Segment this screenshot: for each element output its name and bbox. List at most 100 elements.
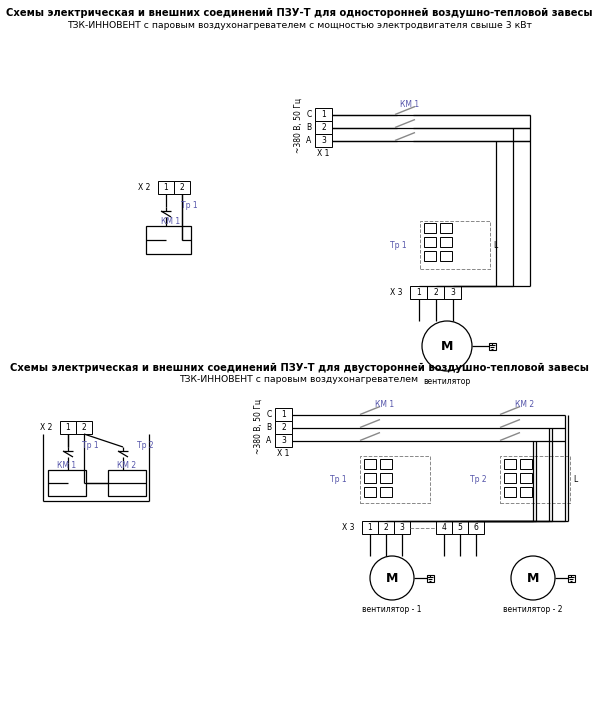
- Text: 3: 3: [281, 436, 286, 445]
- Circle shape: [370, 556, 414, 600]
- Text: вентилятор: вентилятор: [423, 377, 471, 385]
- Text: КМ 1: КМ 1: [401, 100, 420, 109]
- Text: Тр 2: Тр 2: [469, 475, 486, 484]
- Text: 1: 1: [416, 288, 421, 297]
- Text: В: В: [306, 123, 312, 132]
- Text: 4: 4: [441, 523, 447, 532]
- Text: Схемы электрическая и внешних соединений ПЗУ-Т для двусторонней воздушно-теплово: Схемы электрическая и внешних соединений…: [10, 363, 588, 373]
- Text: М: М: [441, 339, 453, 352]
- Bar: [394, 521, 410, 534]
- Bar: [427, 286, 444, 299]
- Bar: [275, 421, 292, 434]
- Text: вентилятор - 1: вентилятор - 1: [362, 606, 422, 614]
- Bar: [158, 181, 174, 194]
- Text: 2: 2: [384, 523, 388, 532]
- Bar: [48, 470, 86, 496]
- Bar: [520, 487, 532, 497]
- Text: 2: 2: [81, 423, 86, 432]
- Text: ТЗК-ИННОВЕНТ с паровым воздухонагревателем: ТЗК-ИННОВЕНТ с паровым воздухонагревател…: [179, 375, 419, 384]
- Text: 3: 3: [450, 288, 455, 297]
- Bar: [444, 286, 461, 299]
- Bar: [364, 459, 376, 469]
- Text: 5: 5: [457, 523, 462, 532]
- Bar: [504, 473, 516, 483]
- Text: X 3: X 3: [341, 523, 354, 532]
- Text: X 1: X 1: [318, 148, 329, 158]
- Bar: [520, 459, 532, 469]
- Text: 1: 1: [66, 423, 71, 432]
- Bar: [440, 223, 452, 233]
- Bar: [315, 134, 332, 147]
- Text: Тр 1: Тр 1: [82, 440, 99, 450]
- Text: ~380 В, 50 Гц: ~380 В, 50 Гц: [254, 398, 263, 453]
- Bar: [275, 434, 292, 447]
- Text: М: М: [386, 571, 398, 584]
- Bar: [364, 487, 376, 497]
- Bar: [426, 574, 434, 581]
- Bar: [108, 470, 146, 496]
- Text: 2: 2: [281, 423, 286, 432]
- Bar: [380, 459, 392, 469]
- Bar: [315, 108, 332, 121]
- Bar: [275, 408, 292, 421]
- Text: М: М: [527, 571, 539, 584]
- Text: ТЗК-ИННОВЕНТ с паровым воздухонагревателем с мощностью электродвигателя свыше 3 : ТЗК-ИННОВЕНТ с паровым воздухонагревател…: [66, 21, 532, 29]
- Text: 2: 2: [179, 183, 184, 192]
- Text: Схемы электрическая и внешних соединений ПЗУ-Т для односторонней воздушно-теплов: Схемы электрическая и внешних соединений…: [6, 8, 592, 18]
- Text: 3: 3: [399, 523, 404, 532]
- Text: КМ 2: КМ 2: [117, 460, 136, 470]
- Text: КМ 1: КМ 1: [376, 400, 395, 409]
- Text: 3: 3: [321, 136, 326, 145]
- Bar: [424, 223, 436, 233]
- Text: 1: 1: [164, 183, 169, 192]
- Bar: [440, 237, 452, 247]
- Bar: [60, 421, 76, 434]
- Bar: [360, 456, 430, 503]
- Bar: [380, 487, 392, 497]
- Text: Тр 1: Тр 1: [329, 475, 346, 484]
- Text: X 1: X 1: [277, 448, 289, 458]
- Text: L: L: [493, 241, 497, 249]
- Text: С: С: [306, 110, 312, 119]
- Text: КМ 1: КМ 1: [161, 216, 181, 226]
- Text: 2: 2: [321, 123, 326, 132]
- Text: В: В: [267, 423, 271, 432]
- Bar: [174, 181, 190, 194]
- Text: X 2: X 2: [39, 423, 52, 432]
- Text: 2: 2: [433, 288, 438, 297]
- Text: вентилятор - 2: вентилятор - 2: [504, 606, 563, 614]
- Text: X 3: X 3: [389, 288, 402, 297]
- Bar: [424, 237, 436, 247]
- Text: Тр 1: Тр 1: [181, 200, 197, 210]
- Text: С: С: [266, 410, 271, 419]
- Bar: [420, 221, 490, 269]
- Bar: [520, 473, 532, 483]
- Bar: [568, 574, 575, 581]
- Bar: [380, 473, 392, 483]
- Bar: [146, 226, 191, 254]
- Bar: [440, 251, 452, 261]
- Text: 1: 1: [281, 410, 286, 419]
- Bar: [504, 459, 516, 469]
- Text: ~380 В, 50 Гц: ~380 В, 50 Гц: [294, 97, 303, 153]
- Bar: [504, 487, 516, 497]
- Bar: [364, 473, 376, 483]
- Text: L: L: [573, 475, 577, 484]
- Text: 1: 1: [321, 110, 326, 119]
- Text: А: А: [306, 136, 312, 145]
- Bar: [452, 521, 468, 534]
- Bar: [315, 121, 332, 134]
- Bar: [468, 521, 484, 534]
- Text: КМ 2: КМ 2: [515, 400, 535, 409]
- Bar: [436, 521, 452, 534]
- Bar: [410, 286, 427, 299]
- Text: 6: 6: [474, 523, 478, 532]
- Text: X 2: X 2: [138, 183, 150, 192]
- Bar: [378, 521, 394, 534]
- Bar: [362, 521, 378, 534]
- Circle shape: [511, 556, 555, 600]
- Text: Тр 1: Тр 1: [390, 241, 406, 249]
- Bar: [76, 421, 92, 434]
- Circle shape: [422, 321, 472, 371]
- Bar: [489, 342, 496, 349]
